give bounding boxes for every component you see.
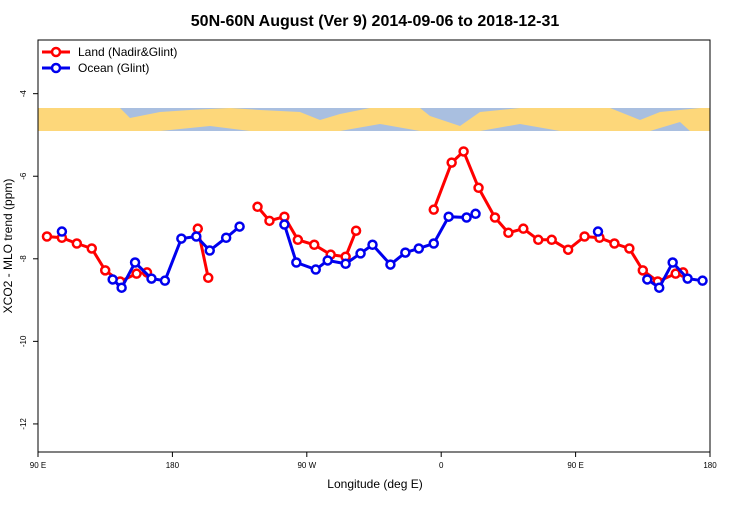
- point: [428, 238, 439, 249]
- point: [428, 204, 439, 215]
- point: [461, 212, 472, 223]
- point: [71, 238, 83, 249]
- point: [107, 274, 118, 285]
- point: [458, 146, 469, 157]
- point: [202, 272, 214, 284]
- x-tick-label: 90 E: [30, 461, 46, 470]
- point: [191, 231, 202, 242]
- chart-title: 50N-60N August (Ver 9) 2014-09-06 to 201…: [191, 13, 560, 30]
- y-axis-label: XCO2 - MLO trend (ppm): [1, 179, 15, 314]
- point: [204, 245, 215, 256]
- point: [264, 215, 275, 227]
- point: [322, 255, 333, 266]
- point: [413, 243, 425, 254]
- y-tick-label: -4: [19, 90, 28, 98]
- point: [131, 268, 142, 279]
- x-tick-label: 90 E: [567, 461, 583, 470]
- point: [176, 233, 187, 244]
- point: [56, 226, 68, 237]
- x-tick-label: 180: [703, 461, 717, 470]
- point: [385, 259, 396, 270]
- point: [697, 275, 708, 286]
- point: [350, 225, 362, 236]
- point: [292, 234, 304, 246]
- series-line: [46, 148, 684, 284]
- point: [309, 239, 320, 251]
- legend-marker: [50, 46, 62, 58]
- y-tick-label: -6: [19, 172, 28, 180]
- plot-frame: [37, 39, 711, 453]
- point: [116, 282, 127, 293]
- point: [533, 234, 544, 246]
- point: [592, 226, 604, 237]
- point: [291, 257, 302, 268]
- point: [234, 221, 245, 232]
- map-strip: [38, 108, 710, 131]
- point: [473, 182, 484, 194]
- point: [340, 258, 351, 270]
- point: [252, 201, 263, 213]
- point: [443, 211, 454, 222]
- x-tick-label: 180: [166, 461, 180, 470]
- y-tick-label: -8: [19, 255, 28, 263]
- point: [220, 232, 232, 243]
- point: [86, 243, 98, 254]
- point: [637, 265, 649, 276]
- point: [518, 223, 529, 234]
- legend-label: Ocean (Glint): [78, 61, 149, 75]
- point: [562, 244, 574, 255]
- point: [470, 208, 481, 220]
- point: [400, 247, 411, 258]
- point: [41, 231, 53, 242]
- point: [159, 275, 171, 286]
- point: [355, 248, 366, 259]
- legend-label: Land (Nadir&Glint): [78, 45, 177, 59]
- x-tick-label: 0: [439, 461, 444, 470]
- y-tick-label: -10: [19, 335, 28, 347]
- point: [624, 243, 635, 254]
- point: [129, 257, 141, 268]
- point: [367, 239, 378, 251]
- point: [653, 282, 665, 293]
- point: [146, 273, 157, 284]
- x-tick-label: 90 W: [297, 461, 316, 470]
- point: [546, 234, 557, 246]
- point: [489, 212, 501, 223]
- point: [279, 219, 290, 230]
- point: [642, 274, 653, 285]
- point: [99, 265, 111, 276]
- point: [609, 238, 620, 249]
- point: [310, 264, 322, 275]
- point: [446, 157, 457, 168]
- x-axis-label: Longitude (deg E): [327, 477, 422, 491]
- point: [667, 257, 678, 268]
- point: [503, 227, 514, 239]
- point: [682, 273, 693, 284]
- legend-marker: [50, 62, 62, 74]
- y-tick-label: -12: [19, 418, 28, 430]
- point: [579, 231, 590, 242]
